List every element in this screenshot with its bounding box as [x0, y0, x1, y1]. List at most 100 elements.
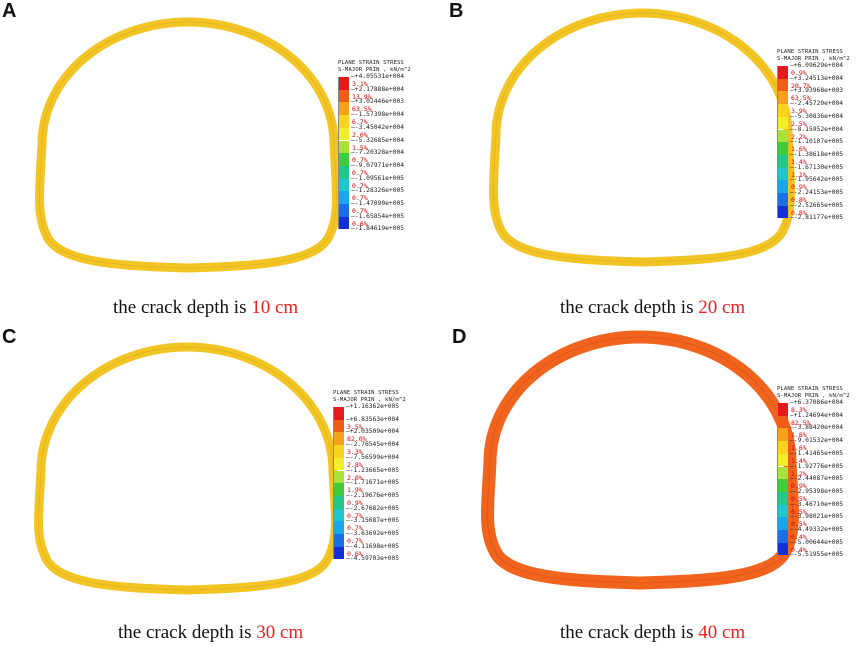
caption: the crack depth is 30 cm: [118, 622, 303, 644]
value-tick-label: —-5.51955e+005: [790, 551, 844, 559]
value-tick-label: —-3.63692e+005: [346, 530, 400, 537]
value-tick-label: —+1.24694e+004: [790, 411, 844, 419]
value-tick-label: —-2.95398e+005: [790, 487, 844, 495]
value-tick-label: —-4.59703e+005: [346, 555, 400, 563]
value-tick-label: —-9.07971e+004: [351, 161, 405, 169]
color-swatch: [778, 116, 788, 130]
tunnel-lining-ring: [489, 8, 795, 267]
value-tick-label: —+6.37086e+004: [790, 399, 844, 406]
legend-title: PLANE STRAIN STRESS S-MAJOR PRIN , kN/m^…: [777, 386, 850, 399]
color-swatch: [778, 129, 788, 143]
legend-title-line2: S-MAJOR PRIN , kN/m^2: [777, 55, 850, 62]
percent-label: 63.5%: [352, 105, 372, 114]
value-tick-label: —-8.15952e+004: [790, 125, 844, 133]
percent-label: 0.6%: [352, 219, 368, 228]
percent-label: 1.9%: [347, 486, 363, 495]
color-swatch: [339, 153, 349, 166]
legend-title-line2: S-MAJOR PRIN , kN/m^2: [777, 392, 850, 399]
percent-label: 0.7%: [352, 181, 368, 190]
value-tick-label: —-3.15687e+005: [346, 517, 400, 525]
color-swatch: [334, 521, 344, 534]
percent-label: 0.9%: [347, 498, 363, 507]
tunnel-lining-ring: [35, 17, 341, 273]
color-swatch: [339, 140, 349, 154]
color-swatch: [334, 419, 344, 433]
color-swatch: [339, 77, 349, 90]
color-swatch: [778, 479, 788, 492]
value-tick-label: —-1.10107e+005: [790, 138, 844, 146]
color-swatch: [334, 445, 344, 458]
value-tick-label: —-2.44087e+005: [790, 475, 844, 483]
percent-label: 0.8%: [791, 208, 807, 217]
value-tick-label: —-1.92776e+005: [790, 462, 844, 470]
percent-label: 0.9%: [791, 69, 807, 77]
percent-label: 3.3%: [347, 448, 363, 457]
value-tick-label: —-1.57398e+004: [351, 111, 405, 119]
tunnel-lining-edge: [39, 21, 337, 269]
value-tick-label: —+3.24513e+004: [790, 74, 844, 82]
color-swatch: [778, 542, 788, 556]
crack-depth-value: 40 cm: [698, 622, 746, 643]
tunnel-lining-diagram: [481, 330, 799, 590]
value-tick-label: —-1.28326e+005: [351, 187, 405, 195]
value-tick-label: —-1.23665e+005: [346, 466, 400, 474]
color-swatch: [778, 205, 788, 219]
legend-title-line2: S-MAJOR PRIN , kN/m^2: [338, 66, 411, 73]
percent-label: 20.7%: [791, 81, 811, 90]
percent-label: 2.0%: [347, 473, 363, 482]
value-tick-label: —-2.81177e+005: [790, 214, 844, 222]
value-tick-label: —-3.45042e+004: [351, 123, 405, 131]
color-scale: 8.3% 82.5% 1.8% 1.6% 1.4% 1.2% 0.9% 0.5% 0.5% 0.5…: [777, 399, 843, 558]
color-swatch: [778, 453, 788, 467]
color-scale: 3.1% 13.9% 63.5% 6.7% 2.0% 1.5% 0.7% 0.7% 0.7% 0.…: [338, 73, 404, 232]
percent-label: 0.5%: [791, 507, 807, 516]
color-swatch: [339, 191, 349, 204]
color-swatch: [778, 504, 788, 518]
panel-letter: C: [2, 326, 17, 348]
percent-label: 0.7%: [352, 156, 368, 165]
crack-depth-value: 30 cm: [256, 622, 304, 643]
color-swatch: [334, 407, 344, 420]
percent-label: 0.6%: [347, 549, 363, 558]
caption: the crack depth is 20 cm: [560, 297, 745, 319]
percent-label: 1.2%: [791, 469, 807, 478]
caption-prefix: the crack depth is: [118, 622, 252, 643]
tunnel-lining-diagram: [489, 8, 795, 267]
panel-letter: A: [2, 0, 17, 22]
color-swatch: [778, 78, 788, 92]
tunnel-lining-edge: [487, 336, 793, 584]
value-tick-label: —-4.49332e+005: [790, 526, 844, 533]
color-swatch: [339, 127, 349, 141]
color-swatch: [778, 193, 788, 206]
percent-label: 0.4%: [791, 545, 807, 554]
percent-label: 0.9%: [791, 183, 807, 192]
color-swatch: [778, 441, 788, 454]
value-tick-label: —+4.05531e+004: [351, 73, 405, 80]
color-swatch: [778, 167, 788, 181]
color-swatch: [778, 517, 788, 530]
color-swatch: [778, 415, 788, 429]
color-swatch: [778, 180, 788, 193]
percent-label: 2.5%: [791, 119, 807, 128]
tunnel-lining-edge: [493, 12, 791, 263]
percent-label: 3.9%: [791, 107, 807, 116]
percent-label: 1.4%: [791, 157, 807, 166]
value-tick-label: —-7.56599e+004: [346, 453, 400, 461]
color-swatch: [339, 115, 349, 128]
value-tick-label: —+6.09629e+004: [790, 62, 844, 69]
percent-label: 2.0%: [352, 130, 368, 139]
color-swatch: [778, 104, 788, 117]
percent-label: 3.1%: [352, 80, 368, 88]
value-tick-label: —-2.52665e+005: [790, 201, 844, 209]
percent-label: 82.0%: [347, 435, 367, 444]
color-swatch: [778, 66, 788, 79]
value-tick-label: —-7.20328e+004: [351, 149, 405, 157]
panel-a: A PLANE STRAIN STRESS S-MAJOR PRIN , kN/…: [0, 0, 429, 326]
value-tick-label: —-1.38618e+005: [790, 150, 844, 158]
value-tick-label: —-5.00644e+005: [790, 538, 844, 546]
color-swatch: [334, 546, 344, 560]
panel-b: B PLANE STRAIN STRESS S-MAJOR PRIN , kN/…: [429, 0, 858, 326]
color-swatch: [339, 165, 349, 179]
percent-label: 2.8%: [347, 460, 363, 469]
percent-label: 8.3%: [791, 406, 807, 414]
